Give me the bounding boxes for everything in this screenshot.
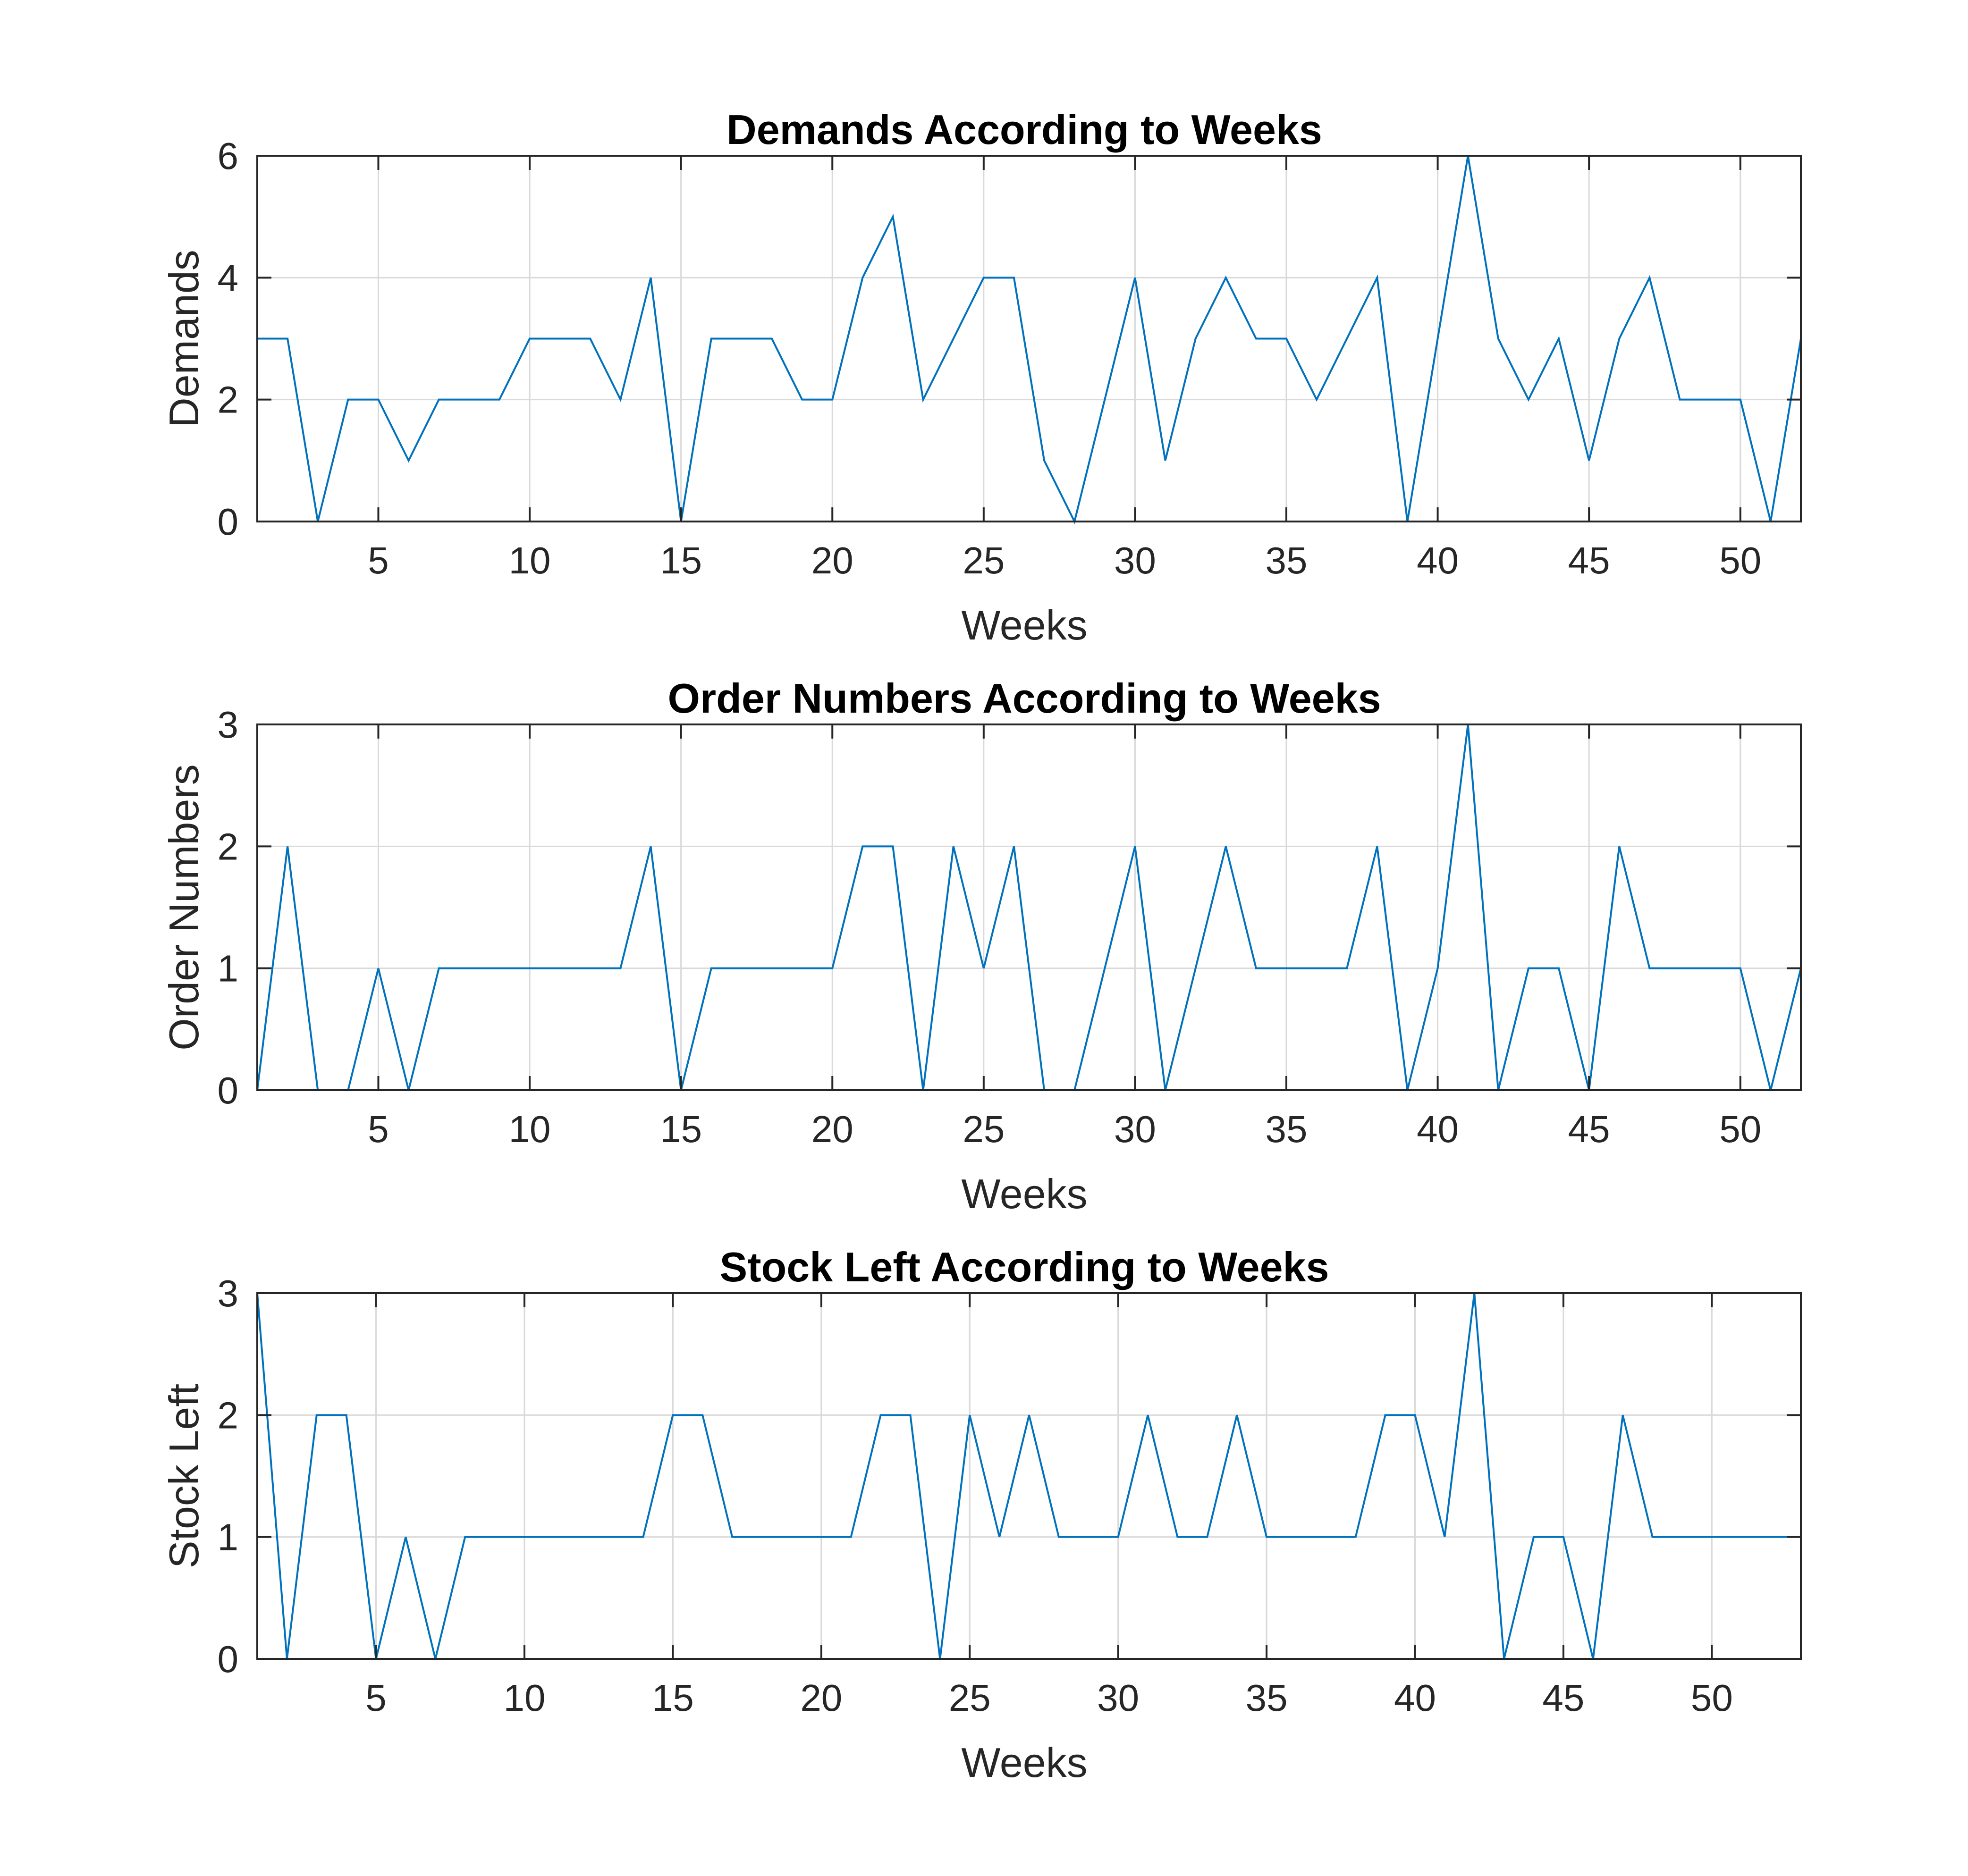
x-tick-label: 35	[1266, 1108, 1308, 1150]
series-line	[257, 155, 1802, 524]
x-tick-label: 35	[1246, 1677, 1288, 1719]
x-tick-label: 10	[503, 1677, 545, 1719]
grid	[257, 1293, 1801, 1659]
chart-title: Demands According to Weeks	[726, 106, 1322, 153]
x-tick-label: 10	[509, 539, 551, 581]
y-axis-label: Stock Left	[160, 1384, 207, 1568]
grid	[257, 724, 1801, 1090]
axes-box	[256, 723, 1802, 1091]
x-tick-label: 15	[660, 539, 702, 581]
x-tick-label: 30	[1097, 1677, 1139, 1719]
x-tick-label: 40	[1417, 539, 1459, 581]
y-tick-label: 2	[218, 379, 239, 421]
y-tick-label: 6	[218, 135, 239, 177]
x-tick-label: 25	[949, 1677, 991, 1719]
grid	[257, 156, 1801, 522]
x-tick-label: 5	[368, 539, 389, 581]
y-tick-label: 0	[218, 1069, 239, 1111]
y-tick-label: 4	[218, 257, 239, 299]
x-tick-label: 25	[963, 539, 1005, 581]
series-line	[256, 1293, 1801, 1659]
x-tick-label: 45	[1568, 539, 1610, 581]
chart-title: Stock Left According to Weeks	[720, 1244, 1329, 1290]
x-tick-label: 50	[1691, 1677, 1733, 1719]
x-tick-label: 20	[811, 1108, 853, 1150]
x-tick-label: 30	[1114, 1108, 1156, 1150]
x-tick-label: 20	[800, 1677, 842, 1719]
x-tick-label: 15	[660, 1108, 702, 1150]
x-tick-label: 45	[1568, 1108, 1610, 1150]
subplot-2: 5 10 15 20 25 30 35 40 45 50 0 1 2 3 Order Numbers Acc…	[160, 675, 1802, 1217]
x-axis-label: Weeks	[961, 602, 1087, 648]
x-tick-label: 10	[509, 1108, 551, 1150]
x-tick-label: 40	[1417, 1108, 1459, 1150]
tick-marks	[257, 1292, 1801, 1660]
y-tick-label: 3	[218, 1272, 239, 1314]
x-tick-label: 20	[811, 539, 853, 581]
tick-marks	[257, 723, 1801, 1091]
x-tick-label: 50	[1719, 539, 1761, 581]
x-axis-label: Weeks	[961, 1739, 1087, 1786]
x-tick-label: 5	[365, 1677, 387, 1719]
subplot-3: 5 10 15 20 25 30 35 40 45 50 0 1 2 3 Stock Left Accord…	[160, 1244, 1802, 1786]
axes-box	[256, 155, 1802, 522]
x-tick-label: 50	[1719, 1108, 1761, 1150]
series-line	[256, 724, 1802, 1091]
y-tick-label: 1	[218, 948, 239, 990]
y-tick-label: 2	[218, 1394, 239, 1436]
y-tick-label: 1	[218, 1516, 239, 1558]
x-tick-label: 15	[652, 1677, 694, 1719]
x-axis-label: Weeks	[961, 1170, 1087, 1217]
x-tick-label: 5	[368, 1108, 389, 1150]
y-tick-label: 0	[218, 1638, 239, 1680]
y-tick-label: 3	[218, 704, 239, 746]
y-tick-label: 2	[218, 825, 239, 867]
y-tick-label: 0	[218, 501, 239, 543]
x-tick-label: 40	[1394, 1677, 1436, 1719]
chart-title: Order Numbers According to Weeks	[667, 675, 1381, 722]
x-tick-label: 30	[1114, 539, 1156, 581]
x-tick-label: 45	[1542, 1677, 1584, 1719]
axes-box	[256, 1292, 1802, 1660]
x-tick-label: 25	[963, 1108, 1005, 1150]
x-tick-label: 35	[1266, 539, 1308, 581]
tick-marks	[257, 155, 1801, 522]
y-axis-label: Demands	[160, 250, 207, 428]
subplot-1: 5 10 15 20 25 30 35 40 45 50 0 2 4 6 Demands According…	[160, 106, 1802, 648]
y-axis-label: Order Numbers	[160, 764, 207, 1050]
